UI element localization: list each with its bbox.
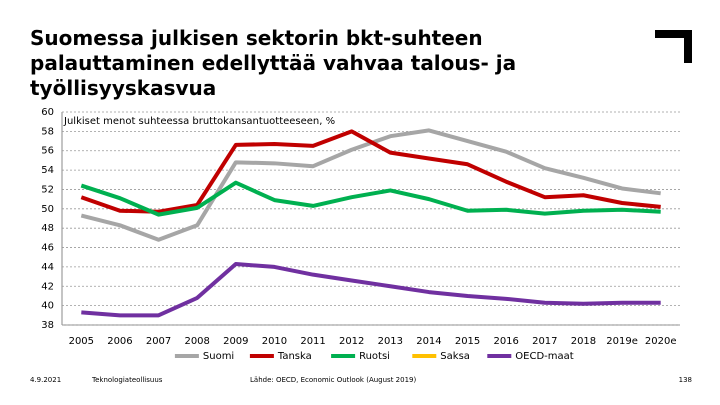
x-tick-label: 2013 <box>378 336 403 347</box>
legend-label: OECD-maat <box>515 351 573 362</box>
x-tick-label: 2011 <box>300 336 325 347</box>
x-tick-label: 2016 <box>493 336 518 347</box>
x-tick-label: 2017 <box>532 336 557 347</box>
y-tick-label: 46 <box>41 243 54 254</box>
y-tick-label: 52 <box>41 184 54 195</box>
x-tick-label: 2015 <box>455 336 480 347</box>
y-tick-label: 48 <box>41 223 54 234</box>
legend-label: Saksa <box>440 351 470 362</box>
x-tick-label: 2014 <box>416 336 441 347</box>
legend-label: Suomi <box>203 351 234 362</box>
series-line <box>80 180 661 217</box>
chart-subtitle: Julkiset menot suhteessa bruttokansantuo… <box>63 116 335 127</box>
x-tick-label: 2019e <box>606 336 638 347</box>
x-tick-label: 2010 <box>262 336 287 347</box>
legend-label: Tanska <box>277 351 312 362</box>
series-line <box>80 129 661 214</box>
y-tick-label: 60 <box>41 107 54 118</box>
y-tick-label: 58 <box>41 126 54 137</box>
x-tick-label: 2007 <box>146 336 171 347</box>
x-tick-label: 2020e <box>645 336 677 347</box>
x-tick-label: 2005 <box>69 336 94 347</box>
x-tick-label: 2012 <box>339 336 364 347</box>
footer-date: 4.9.2021 <box>30 376 61 384</box>
chart-title: Suomessa julkisen sektorin bkt-suhteen p… <box>30 26 517 100</box>
footer-page: 138 <box>679 376 692 384</box>
series-line <box>81 262 661 318</box>
x-tick-label: 2006 <box>107 336 132 347</box>
logo <box>655 30 692 63</box>
y-tick-label: 42 <box>41 281 54 292</box>
y-tick-label: 56 <box>41 146 54 157</box>
footer-source: Lähde: OECD, Economic Outlook (August 20… <box>250 376 416 384</box>
x-tick-label: 2008 <box>184 336 209 347</box>
y-tick-label: 40 <box>41 301 54 312</box>
y-tick-label: 38 <box>41 320 54 331</box>
x-tick-label: 2009 <box>223 336 248 347</box>
footer-organization: Teknologiateollisuus <box>91 376 163 384</box>
series-line <box>80 128 661 242</box>
legend-label: Ruotsi <box>359 351 390 362</box>
y-tick-label: 50 <box>41 204 54 215</box>
x-tick-label: 2018 <box>571 336 596 347</box>
y-tick-label: 44 <box>41 262 54 273</box>
y-tick-label: 54 <box>41 165 54 176</box>
